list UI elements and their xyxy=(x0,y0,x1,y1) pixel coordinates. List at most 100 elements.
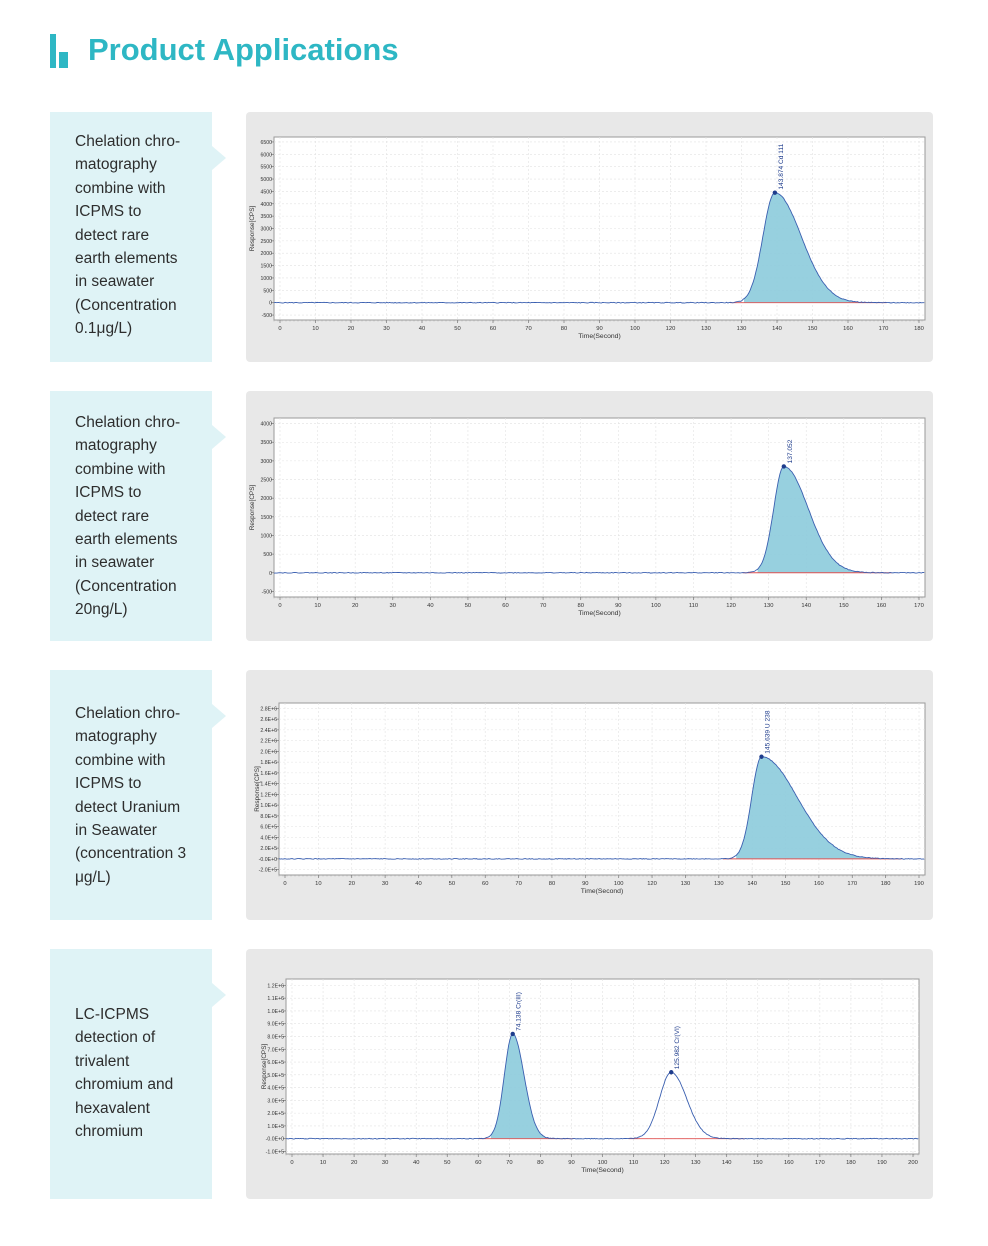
x-tick-label: 80 xyxy=(549,881,555,887)
peak-label: 125.982 Cr(VI) xyxy=(674,1026,681,1069)
y-tick-label: 2500 xyxy=(260,478,272,484)
y-tick-label: 2.6E+6 xyxy=(260,717,277,723)
x-tick-label: 130 xyxy=(714,881,724,887)
x-tick-label: 60 xyxy=(502,603,508,609)
y-tick-label: 2500 xyxy=(260,239,272,245)
x-tick-label: 80 xyxy=(561,326,567,332)
x-tick-label: 70 xyxy=(515,881,521,887)
chromatogram-panel: 4000 3500 3000 2500 2000 1500 1000 500 0 -500 0 10 2… xyxy=(246,391,933,641)
x-tick-label: 170 xyxy=(815,1160,825,1166)
application-description: Chelation chro- matography combine with … xyxy=(75,133,181,338)
x-tick-label: 90 xyxy=(582,881,588,887)
y-tick-label: -500 xyxy=(262,589,272,595)
x-tick-label: 130 xyxy=(737,326,747,332)
x-tick-label: 170 xyxy=(914,603,924,609)
chromatogram-chart: 2.8E+6 2.6E+6 2.4E+6 2.2E+6 2.0E+6 1.8E+6 1.6E… xyxy=(254,702,926,895)
y-tick-label: 0 xyxy=(269,571,272,577)
peak-label: 137.052 xyxy=(787,439,794,463)
y-tick-label: 0 xyxy=(269,301,272,307)
x-tick-label: 20 xyxy=(351,1160,357,1166)
chromatogram-panel: 6500 6000 5500 5000 4500 4000 3500 3000 2500 2000… xyxy=(246,112,933,362)
x-tick-label: 150 xyxy=(808,326,818,332)
x-tick-label: 160 xyxy=(843,326,853,332)
y-tick-label: 1500 xyxy=(260,515,272,521)
y-tick-label: 6.0E+5 xyxy=(267,1060,284,1066)
y-tick-label: 1.6E+6 xyxy=(260,771,277,777)
y-tick-label: 2.8E+6 xyxy=(260,706,277,712)
x-tick-label: 30 xyxy=(383,326,389,332)
application-row-4: LC-ICPMS detection of trivalent chromium… xyxy=(50,949,933,1199)
x-tick-label: 190 xyxy=(877,1160,887,1166)
x-tick-label: 10 xyxy=(320,1160,326,1166)
y-tick-label: -500 xyxy=(262,313,272,319)
y-tick-label: 3.0E+5 xyxy=(267,1098,284,1104)
y-tick-label: 2000 xyxy=(260,251,272,257)
y-tick-label: 1.0E+5 xyxy=(267,1124,284,1130)
x-tick-label: 160 xyxy=(877,603,887,609)
x-axis-title: Time(Second) xyxy=(578,610,620,617)
x-tick-label: 110 xyxy=(629,1160,638,1166)
section-title-icon xyxy=(50,34,72,68)
x-tick-label: 20 xyxy=(352,603,358,609)
x-tick-label: 180 xyxy=(914,326,924,332)
x-tick-label: 100 xyxy=(651,603,661,609)
x-tick-label: 80 xyxy=(537,1160,543,1166)
y-tick-label: 4.0E+5 xyxy=(267,1086,284,1092)
y-tick-label: 5.0E+5 xyxy=(267,1073,284,1079)
y-tick-label: 500 xyxy=(263,552,272,558)
x-tick-label: 50 xyxy=(454,326,460,332)
application-row-3: Chelation chro- matography combine with … xyxy=(50,670,933,920)
x-tick-label: 10 xyxy=(314,603,320,609)
y-tick-label: 3000 xyxy=(260,459,272,465)
chromatogram-chart: 6500600055005000450040003500300025002000… xyxy=(249,136,926,340)
x-tick-label: 120 xyxy=(666,326,676,332)
application-description-box: Chelation chro- matography combine with … xyxy=(50,112,226,362)
peak-apex-marker xyxy=(781,464,787,469)
x-tick-label: 30 xyxy=(382,881,388,887)
x-tick-label: 120 xyxy=(660,1160,670,1166)
x-tick-label: 130 xyxy=(681,881,691,887)
application-row-2: Chelation chro- matography combine with … xyxy=(50,391,933,641)
y-axis-title: Response[CPS] xyxy=(254,766,261,812)
y-axis-title: Response[CPS] xyxy=(249,206,256,252)
y-tick-label: 1.2E+6 xyxy=(260,792,277,798)
signal-trace xyxy=(273,192,925,304)
x-tick-label: 90 xyxy=(568,1160,574,1166)
y-tick-label: 3500 xyxy=(260,214,272,220)
y-tick-label: -2.0E+5 xyxy=(259,868,277,874)
x-tick-label: 120 xyxy=(726,603,736,609)
y-tick-label: -0.0E+0 xyxy=(266,1137,284,1143)
chromatogram-chart: 4000 3500 3000 2500 2000 1500 1000 500 0 -500 0 10 2… xyxy=(249,417,926,617)
y-tick-label: 500 xyxy=(263,288,272,294)
x-tick-label: 120 xyxy=(647,881,657,887)
peak-label: 145.639 U 238 xyxy=(764,710,771,754)
y-tick-label: 3500 xyxy=(260,440,272,446)
application-description-box: Chelation chro- matography combine with … xyxy=(50,670,226,920)
peak-label: 143.874 Cd 111 xyxy=(778,143,785,189)
peak-apex-marker xyxy=(510,1031,515,1037)
x-tick-label: 150 xyxy=(839,603,849,609)
y-tick-label: 6.0E+5 xyxy=(260,825,277,831)
x-tick-label: 170 xyxy=(879,326,889,332)
x-tick-label: 100 xyxy=(598,1160,608,1166)
chromatogram-panel: 2.8E+6 2.6E+6 2.4E+6 2.2E+6 2.0E+6 1.8E+6 1.6E… xyxy=(246,670,933,920)
x-tick-label: 150 xyxy=(753,1160,763,1166)
y-tick-label: 1.1E+6 xyxy=(267,996,284,1002)
y-tick-label: 4000 xyxy=(260,202,272,208)
peak-apex-marker xyxy=(669,1070,674,1075)
y-tick-label: 2.0E+5 xyxy=(260,846,277,852)
x-tick-label: 190 xyxy=(914,881,924,887)
x-tick-label: 60 xyxy=(475,1160,481,1166)
x-tick-label: 130 xyxy=(764,603,774,609)
x-tick-label: 0 xyxy=(278,326,281,332)
x-tick-label: 70 xyxy=(525,326,531,332)
x-tick-label: 180 xyxy=(846,1160,856,1166)
x-tick-label: 180 xyxy=(881,881,891,887)
y-tick-label: 5500 xyxy=(260,165,272,171)
signal-trace xyxy=(273,465,925,574)
y-tick-label: 1.0E+6 xyxy=(267,1009,284,1015)
x-tick-label: 40 xyxy=(415,881,421,887)
application-description-box: LC-ICPMS detection of trivalent chromium… xyxy=(50,949,226,1199)
x-tick-label: 160 xyxy=(814,881,824,887)
application-description: Chelation chro- matography combine with … xyxy=(75,414,181,619)
